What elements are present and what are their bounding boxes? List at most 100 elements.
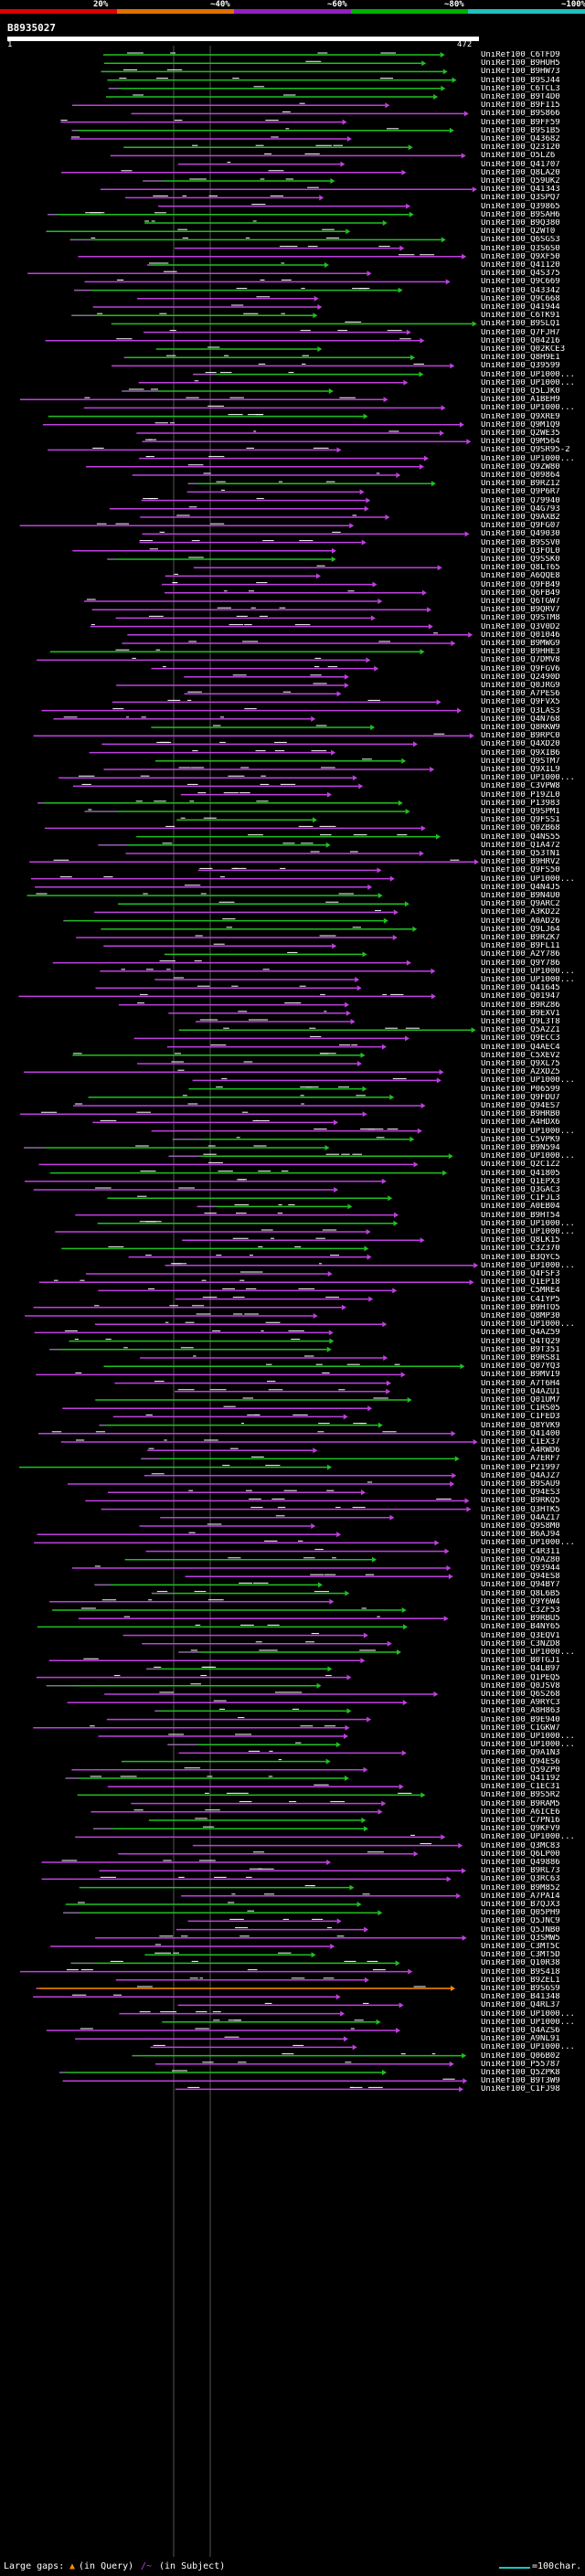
hit-label[interactable]: UniRef100_B9T4D0 <box>481 93 560 101</box>
hit-label[interactable]: UniRef100_Q09864 <box>481 472 560 480</box>
hit-label[interactable]: UniRef100_P21997 <box>481 1463 560 1472</box>
hit-label[interactable]: UniRef100_A7ERF7 <box>481 1455 560 1464</box>
hit-label[interactable]: UniRef100_Q1A472 <box>481 841 560 850</box>
hit-label[interactable]: UniRef100_A6QQE8 <box>481 572 560 581</box>
hit-label[interactable]: UniRef100_Q8LT65 <box>481 564 560 573</box>
hit-label[interactable]: UniRef100_Q07YQ3 <box>481 1362 560 1372</box>
hit-label[interactable]: UniRef100_Q9C669 <box>481 278 560 287</box>
hit-label[interactable]: UniRef100_Q8RKW9 <box>481 724 560 732</box>
hit-label[interactable]: UniRef100_Q7DMV8 <box>481 656 560 665</box>
hit-label[interactable]: UniRef100_Q79940 <box>481 496 560 505</box>
hit-label[interactable]: UniRef100_B9FF59 <box>481 118 560 127</box>
hit-label[interactable]: UniRef100_Q94ES7 <box>481 1102 560 1110</box>
hit-label[interactable]: UniRef100_Q1PEQ5 <box>481 1673 560 1682</box>
hit-label[interactable]: UniRef100_C6TFD9 <box>481 51 560 59</box>
hit-label[interactable]: UniRef100_Q4AZS6 <box>481 2027 560 2035</box>
hit-label[interactable]: UniRef100_Q9L3T8 <box>481 1018 560 1026</box>
hit-label[interactable]: UniRef100_B9HHE3 <box>481 648 560 657</box>
hit-label[interactable]: UniRef100_Q41805 <box>481 1169 560 1178</box>
hit-label[interactable]: UniRef100_Q0ZB68 <box>481 824 560 833</box>
hit-label[interactable]: UniRef100_C5MRE4 <box>481 1287 560 1296</box>
hit-label[interactable]: UniRef100_B9HW73 <box>481 68 560 77</box>
hit-label[interactable]: UniRef100_C3MT5D <box>481 1951 560 1960</box>
hit-label[interactable]: UniRef100_Q3GAC3 <box>481 1186 560 1194</box>
hit-label[interactable]: UniRef100_UP1000... <box>481 2043 575 2052</box>
hit-label[interactable]: UniRef100_P13983 <box>481 799 560 808</box>
hit-label[interactable]: UniRef100_B9S418 <box>481 1967 560 1977</box>
hit-label[interactable]: UniRef100_C1GKW7 <box>481 1723 560 1733</box>
hit-label[interactable]: UniRef100_B9HRB0 <box>481 1110 560 1119</box>
hit-label[interactable]: UniRef100_B6AJ94 <box>481 1531 560 1540</box>
hit-label[interactable]: UniRef100_B9N594 <box>481 1144 560 1152</box>
hit-label[interactable]: UniRef100_Q41645 <box>481 984 560 993</box>
hit-label[interactable]: UniRef100_Q9ZW80 <box>481 462 560 472</box>
hit-label[interactable]: UniRef100_UP1000... <box>481 1152 575 1161</box>
hit-label[interactable]: UniRef100_Q94ES8 <box>481 1573 560 1582</box>
hit-label[interactable]: UniRef100_B9N4U0 <box>481 892 560 900</box>
hit-label[interactable]: UniRef100_Q4AZ59 <box>481 1329 560 1338</box>
hit-label[interactable]: UniRef100_Q04216 <box>481 336 560 345</box>
hit-label[interactable]: UniRef100_Q8L6B5 <box>481 1589 560 1598</box>
hit-label[interactable]: UniRef100_UP1000... <box>481 378 575 387</box>
hit-label[interactable]: UniRef100_C1EX37 <box>481 1438 560 1447</box>
hit-label[interactable]: UniRef100_Q53TN1 <box>481 850 560 858</box>
hit-label[interactable]: UniRef100_Q41400 <box>481 1429 560 1438</box>
hit-label[interactable]: UniRef100_Q3MC83 <box>481 1841 560 1850</box>
hit-label[interactable]: UniRef100_C3Z370 <box>481 1245 560 1254</box>
hit-label[interactable]: UniRef100_Q9FVX5 <box>481 698 560 707</box>
hit-label[interactable]: UniRef100_C6TK91 <box>481 312 560 321</box>
hit-label[interactable]: UniRef100_Q9FS50 <box>481 866 560 875</box>
hit-label[interactable]: UniRef100_Q3RC63 <box>481 1875 560 1884</box>
hit-label[interactable]: UniRef100_UP1000... <box>481 1228 575 1236</box>
hit-label[interactable]: UniRef100_C3MT5C <box>481 1943 560 1951</box>
hit-label[interactable]: UniRef100_Q9LJ64 <box>481 925 560 934</box>
hit-label[interactable]: UniRef100_Q8MP30 <box>481 1312 560 1320</box>
hit-label[interactable]: UniRef100_Q49886 <box>481 1859 560 1867</box>
hit-label[interactable]: UniRef100_Q9XL75 <box>481 1060 560 1068</box>
hit-label[interactable]: UniRef100_Q9KFV9 <box>481 1825 560 1834</box>
hit-label[interactable]: UniRef100_Q05PH9 <box>481 1909 560 1918</box>
hit-label[interactable]: UniRef100_Q06B02 <box>481 2051 560 2061</box>
hit-label[interactable]: UniRef100_Q6TGW7 <box>481 598 560 606</box>
hit-label[interactable]: UniRef100_Q4AJZ7 <box>481 1471 560 1480</box>
hit-label[interactable]: UniRef100_B9M852 <box>481 1883 560 1892</box>
hit-label[interactable]: UniRef100_Q4AZU1 <box>481 1387 560 1396</box>
hit-label[interactable]: UniRef100_B9FI15 <box>481 101 560 111</box>
hit-label[interactable]: UniRef100_Q4NS55 <box>481 832 560 842</box>
hit-label[interactable]: UniRef100_Q9FGV6 <box>481 664 560 673</box>
hit-label[interactable]: UniRef100_UP1000... <box>481 2018 575 2027</box>
hit-label[interactable]: UniRef100_Q3S6S0 <box>481 244 560 253</box>
hit-label[interactable]: UniRef100_Q41707 <box>481 160 560 169</box>
hit-label[interactable]: UniRef100_UP1000... <box>481 875 575 884</box>
hit-label[interactable]: UniRef100_B9SLQ1 <box>481 320 560 329</box>
hit-label[interactable]: UniRef100_Q39599 <box>481 362 560 371</box>
hit-label[interactable]: UniRef100_Q2WE35 <box>481 429 560 438</box>
hit-label[interactable]: UniRef100_B9ZEL1 <box>481 1976 560 1985</box>
hit-label[interactable]: UniRef100_UP1000... <box>481 976 575 984</box>
hit-label[interactable]: UniRef100_C3ZF53 <box>481 1606 560 1615</box>
hit-label[interactable]: UniRef100_A4RWD6 <box>481 1447 560 1456</box>
hit-label[interactable]: UniRef100_B9HTO5 <box>481 1303 560 1312</box>
hit-label[interactable]: UniRef100_C6TCL3 <box>481 84 560 93</box>
hit-label[interactable]: UniRef100_Q93944 <box>481 1564 560 1573</box>
hit-label[interactable]: UniRef100_Q8YVK9 <box>481 1421 560 1430</box>
hit-label[interactable]: UniRef100_Q59UK2 <box>481 177 560 186</box>
hit-label[interactable]: UniRef100_Q8LA20 <box>481 168 560 177</box>
hit-label[interactable]: UniRef100_C1RS05 <box>481 1405 560 1414</box>
hit-label[interactable]: UniRef100_UP1000... <box>481 1648 575 1657</box>
hit-label[interactable]: UniRef100_A9RYC3 <box>481 1699 560 1708</box>
hit-label[interactable]: UniRef100_B9HRV2 <box>481 858 560 867</box>
hit-label[interactable]: UniRef100_UP1000... <box>481 1076 575 1086</box>
hit-label[interactable]: UniRef100_Q3SMW5 <box>481 1934 560 1943</box>
hit-label[interactable]: UniRef100_Q8LK15 <box>481 1236 560 1246</box>
hit-label[interactable]: UniRef100_B9SAH6 <box>481 210 560 219</box>
hit-label[interactable]: UniRef100_P19ZL0 <box>481 790 560 800</box>
hit-label[interactable]: UniRef100_Q9SSK0 <box>481 556 560 564</box>
hit-label[interactable]: UniRef100_Q43342 <box>481 286 560 295</box>
hit-label[interactable]: UniRef100_B9RZK7 <box>481 934 560 942</box>
hit-label[interactable]: UniRef100_Q6FB49 <box>481 588 560 598</box>
hit-label[interactable]: UniRef100_C3NZD8 <box>481 1639 560 1648</box>
hit-label[interactable]: UniRef100_A9NL91 <box>481 2035 560 2044</box>
hit-label[interactable]: UniRef100_B9RL73 <box>481 1867 560 1876</box>
hit-label[interactable]: UniRef100_B9RZ86 <box>481 1001 560 1010</box>
